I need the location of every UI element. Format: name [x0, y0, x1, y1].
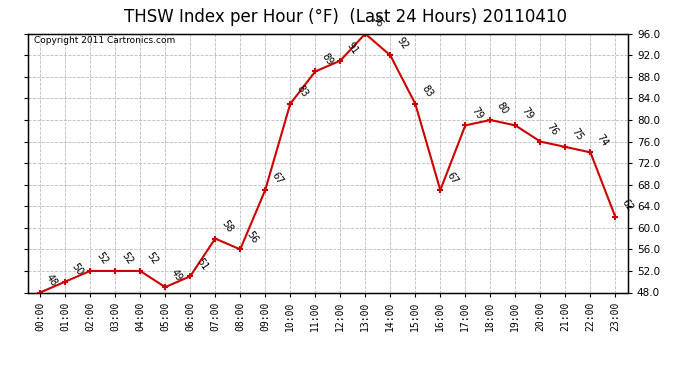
Text: 83: 83	[295, 84, 310, 100]
Text: 74: 74	[595, 132, 610, 148]
Text: 83: 83	[420, 84, 435, 100]
Text: Copyright 2011 Cartronics.com: Copyright 2011 Cartronics.com	[34, 36, 175, 45]
Text: 89: 89	[319, 51, 335, 68]
Text: 92: 92	[395, 35, 410, 51]
Text: 67: 67	[269, 170, 285, 186]
Text: 67: 67	[444, 170, 460, 186]
Text: 80: 80	[495, 100, 510, 116]
Text: 49: 49	[169, 267, 184, 283]
Text: 52: 52	[144, 251, 159, 267]
Text: 96: 96	[369, 14, 384, 30]
Text: THSW Index per Hour (°F)  (Last 24 Hours) 20110410: THSW Index per Hour (°F) (Last 24 Hours)…	[124, 8, 566, 26]
Text: 76: 76	[544, 122, 560, 137]
Text: 62: 62	[620, 197, 635, 213]
Text: 79: 79	[520, 105, 535, 121]
Text: 56: 56	[244, 230, 259, 245]
Text: 75: 75	[569, 127, 585, 143]
Text: 58: 58	[219, 219, 235, 234]
Text: 52: 52	[95, 251, 110, 267]
Text: 50: 50	[69, 262, 85, 278]
Text: 48: 48	[44, 273, 59, 288]
Text: 91: 91	[344, 41, 359, 57]
Text: 52: 52	[119, 251, 135, 267]
Text: 79: 79	[469, 105, 485, 121]
Text: 51: 51	[195, 256, 210, 272]
